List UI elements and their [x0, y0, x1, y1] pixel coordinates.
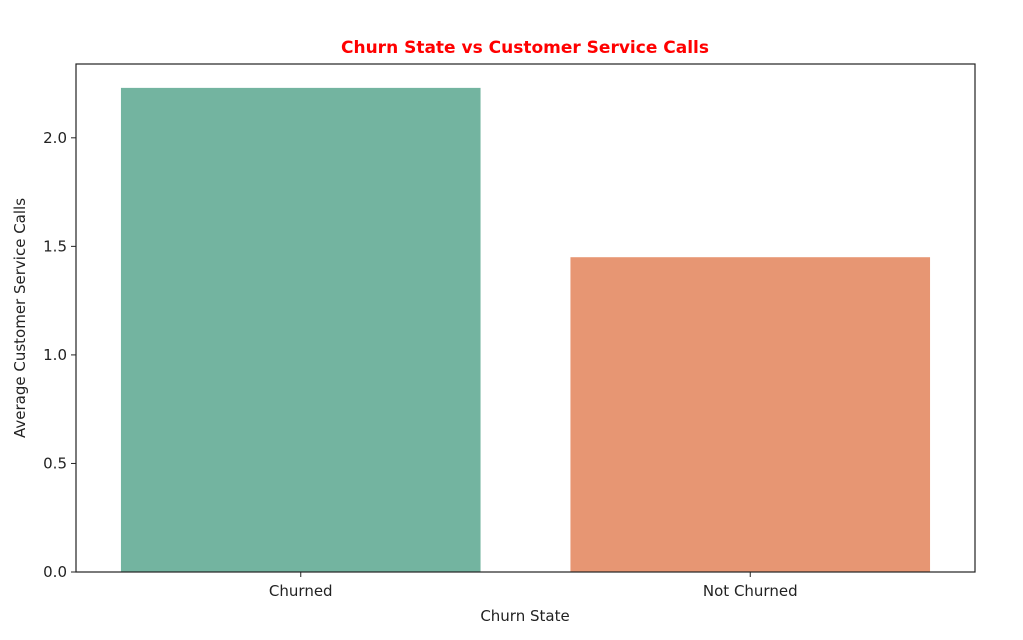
y-axis-label: Average Customer Service Calls — [11, 198, 29, 438]
y-tick-label: 0.0 — [43, 563, 67, 581]
y-tick-label: 2.0 — [43, 129, 67, 147]
y-tick-label: 1.5 — [43, 237, 67, 255]
bars-layer — [120, 87, 931, 572]
x-tick-label: Churned — [269, 582, 333, 600]
chart-title: Churn State vs Customer Service Calls — [341, 38, 709, 58]
bar-not-churned — [570, 257, 931, 572]
plot-frame — [75, 63, 976, 573]
x-axis-ticks: Churned Not Churned — [269, 572, 798, 600]
bar-churned — [120, 87, 481, 572]
y-axis-ticks: 0.0 0.5 1.0 1.5 2.0 — [43, 129, 76, 581]
x-axis-label: Churn State — [480, 607, 569, 625]
y-tick-label: 0.5 — [43, 454, 67, 472]
x-tick-label: Not Churned — [703, 582, 798, 600]
y-tick-label: 1.0 — [43, 346, 67, 364]
